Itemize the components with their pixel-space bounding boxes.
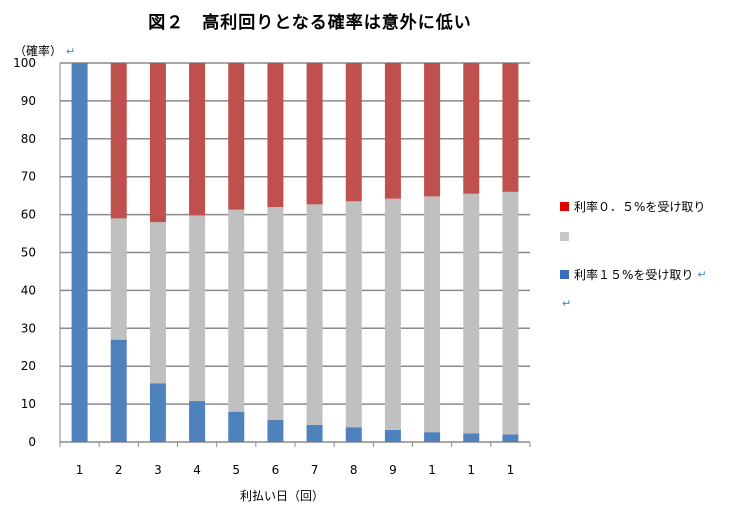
x-tick-label: 1: [467, 463, 475, 477]
return-mark-icon: ↵: [562, 297, 572, 310]
bar-seg-s1-c1: [110, 218, 127, 340]
chart-title: 図２ 高利回りとなる確率は意外に低い: [148, 13, 472, 33]
y-tick-label: 10: [21, 397, 36, 411]
bar-seg-s1-c2: [149, 222, 166, 384]
bar-seg-s2-c2: [149, 63, 166, 223]
x-axis-label: 利払い日（回）: [240, 489, 325, 503]
y-tick-label: 20: [21, 359, 36, 373]
bar-seg-s1-c6: [306, 204, 323, 425]
y-tick-label: 100: [13, 56, 36, 70]
bar-seg-s1-c3: [189, 215, 206, 402]
y-tick-label: 80: [21, 132, 36, 146]
x-tick-label: 7: [311, 463, 319, 477]
x-tick-label: 2: [115, 463, 123, 477]
bar-seg-s2-c9: [424, 63, 441, 197]
x-tick-label: 4: [193, 463, 201, 477]
y-axis-label-text: （確率）: [14, 44, 63, 58]
bar-seg-s2-c3: [189, 63, 206, 216]
bar-seg-s0-c5: [267, 420, 284, 442]
bar-seg-s2-c1: [110, 63, 127, 219]
return-mark-icon: ↵: [697, 268, 707, 281]
bar-seg-s2-c6: [306, 63, 323, 205]
x-tick-label: 1: [428, 463, 436, 477]
y-tick-label: 40: [21, 283, 36, 297]
legend-item-blue: 利率１５%を受け取り ↵: [560, 266, 707, 283]
y-axis-label: （確率） ↵: [14, 42, 75, 59]
bar-seg-s0-c1: [110, 339, 127, 442]
bar-seg-s2-c8: [384, 63, 401, 199]
legend-item-red: 利率０．５%を受け取り: [560, 198, 705, 215]
legend-swatch-gray: [560, 232, 569, 241]
x-tick-label: 1: [507, 463, 515, 477]
y-tick-label: 90: [21, 94, 36, 108]
bar-seg-s0-c9: [424, 432, 441, 442]
bar-seg-s1-c10: [463, 193, 480, 434]
return-mark-icon: ↵: [66, 45, 76, 58]
bar-seg-s0-c3: [189, 401, 206, 442]
legend-swatch-red: [560, 202, 569, 211]
bar-seg-s2-c4: [228, 63, 245, 210]
y-tick-label: 70: [21, 170, 36, 184]
x-tick-label: 6: [272, 463, 280, 477]
x-tick-label: 8: [350, 463, 358, 477]
bar-seg-s2-c10: [463, 63, 480, 194]
y-tick-label: 60: [21, 208, 36, 222]
bar-seg-s1-c8: [384, 198, 401, 430]
bar-seg-s1-c7: [345, 201, 362, 428]
bar-seg-s0-c4: [228, 411, 245, 442]
x-tick-label: 1: [76, 463, 84, 477]
bar-seg-s0-c10: [463, 433, 480, 442]
bar-seg-s0-c7: [345, 427, 362, 442]
bar-seg-s1-c4: [228, 209, 245, 412]
bar-seg-s1-c5: [267, 207, 284, 421]
bar-seg-s0-c6: [306, 424, 323, 442]
bar-seg-s0-c2: [149, 383, 166, 442]
legend-swatch-blue: [560, 270, 569, 279]
legend-label-red: 利率０．５%を受け取り: [574, 200, 706, 214]
x-tick-label: 5: [232, 463, 240, 477]
bar-seg-s2-c7: [345, 63, 362, 202]
bar-seg-s0-c11: [502, 434, 519, 442]
x-tick-label: 3: [154, 463, 162, 477]
y-tick-label: 30: [21, 321, 36, 335]
y-tick-label: 0: [28, 435, 36, 449]
bar-seg-s1-c9: [424, 196, 441, 433]
x-tick-label: 9: [389, 463, 397, 477]
legend-item-gray: [560, 232, 574, 241]
legend-label-blue: 利率１５%を受け取り: [574, 268, 694, 282]
bar-seg-s2-c11: [502, 63, 519, 192]
bar-seg-s1-c11: [502, 191, 519, 435]
bar-seg-s0-c8: [384, 429, 401, 442]
bar-seg-s0-c0: [71, 63, 88, 442]
bar-seg-s2-c5: [267, 63, 284, 208]
y-tick-label: 50: [21, 246, 36, 260]
